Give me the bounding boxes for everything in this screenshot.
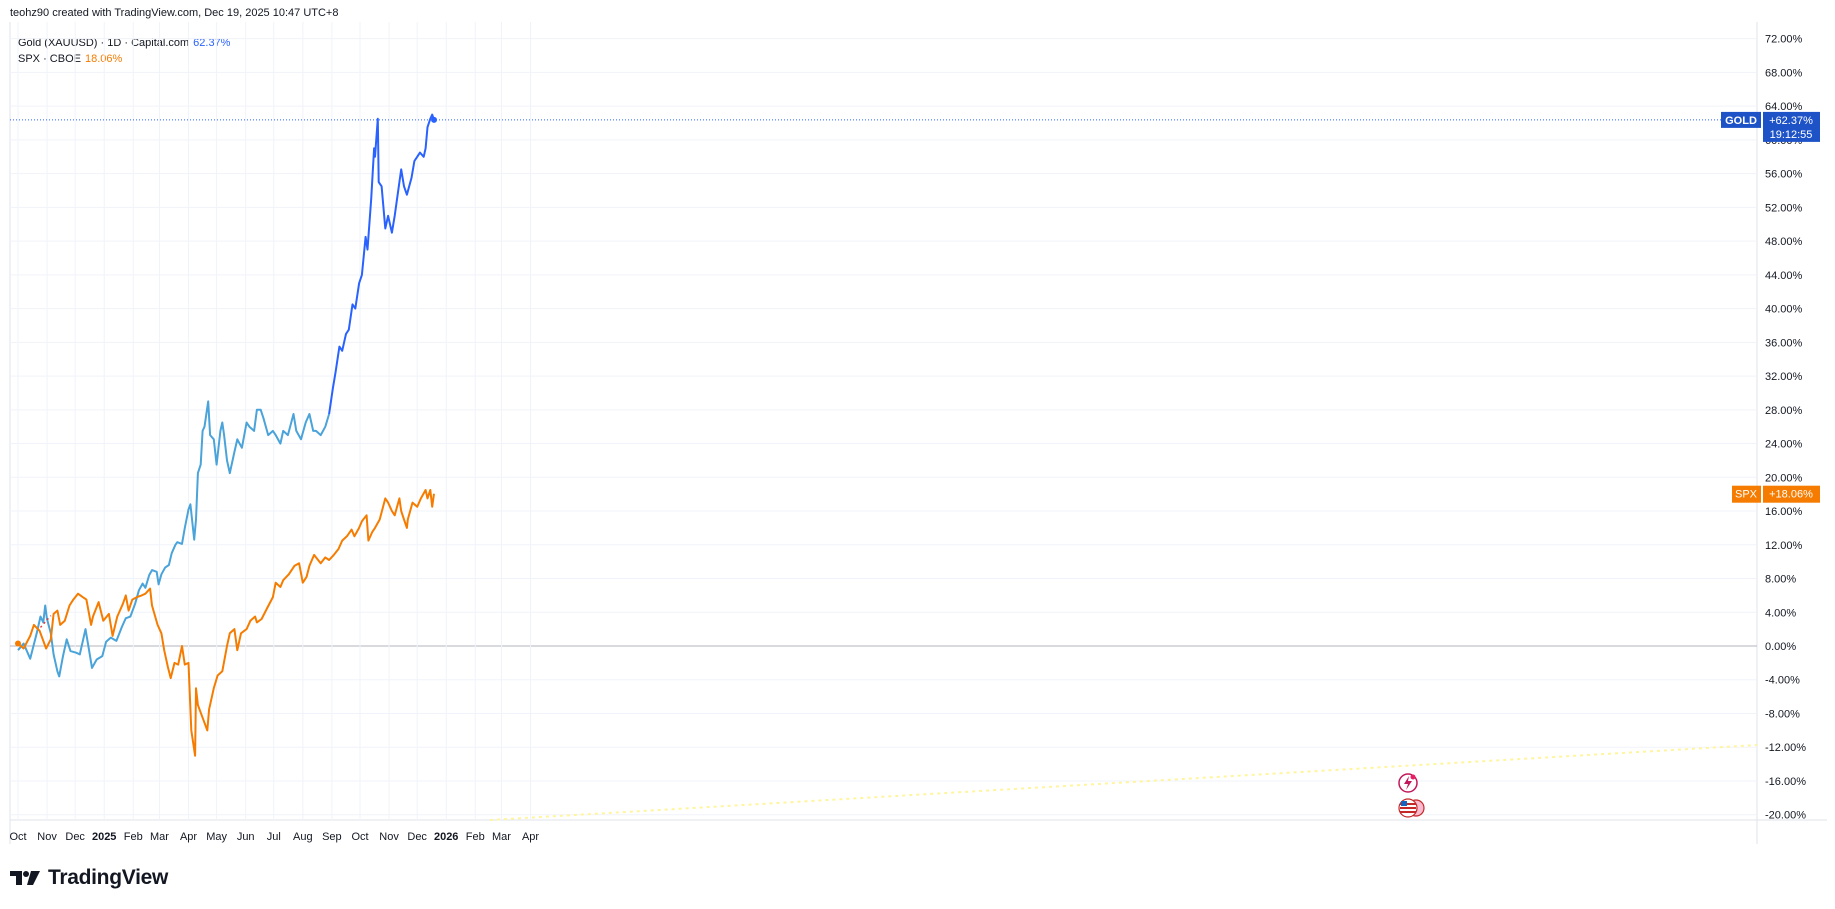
x-tick-label: 2025 <box>92 831 116 843</box>
x-tick-label: Feb <box>466 831 485 843</box>
gold-badge-countdown: 19:12:55 <box>1770 129 1813 141</box>
y-tick-label: 44.00% <box>1765 270 1803 282</box>
tradingview-logo[interactable]: TradingView <box>10 866 168 890</box>
y-tick-label: 52.00% <box>1765 202 1803 214</box>
x-axis[interactable]: Oct Nov Dec 2025 Feb Mar Apr May Jun Jul Aug Sep Oct… <box>9 831 539 843</box>
y-tick-label: 24.00% <box>1765 439 1803 451</box>
spx-badge-symbol: SPX <box>1735 489 1758 501</box>
x-tick-label: Sep <box>322 831 342 843</box>
x-tick-label: Apr <box>522 831 539 843</box>
legend-gold-name: Gold (XAUUSD) · 1D · Capital.com <box>18 37 190 49</box>
y-tick-label: -12.00% <box>1765 742 1806 754</box>
gold-badge-symbol: GOLD <box>1725 115 1757 127</box>
x-tick-label: Oct <box>351 831 368 843</box>
x-tick-label: Nov <box>37 831 57 843</box>
chart-caption: teohz90 created with TradingView.com, De… <box>10 7 339 19</box>
x-tick-label: Mar <box>492 831 511 843</box>
event-icons[interactable] <box>1398 773 1425 818</box>
spx-line <box>17 489 435 757</box>
x-tick-label: Mar <box>150 831 169 843</box>
x-tick-label: Aug <box>293 831 313 843</box>
spx-badge: SPX +18.06% <box>1732 485 1820 503</box>
y-tick-label: 4.00% <box>1765 607 1796 619</box>
y-tick-label: 72.00% <box>1765 34 1803 46</box>
trend-line <box>489 744 1758 821</box>
y-tick-label: 40.00% <box>1765 304 1803 316</box>
gold-last-point <box>431 116 438 123</box>
x-tick-label: Feb <box>124 831 143 843</box>
y-tick-label: -4.00% <box>1765 675 1800 687</box>
y-tick-label: 20.00% <box>1765 472 1803 484</box>
gold-badge-value-bg <box>1763 111 1820 142</box>
y-tick-label: -20.00% <box>1765 810 1806 822</box>
gold-series <box>10 113 1757 678</box>
gold-badge-symbol-bg <box>1721 111 1761 128</box>
y-tick-label: -16.00% <box>1765 776 1806 788</box>
y-tick-label: 68.00% <box>1765 67 1803 79</box>
legend: Gold (XAUUSD) · 1D · Capital.com 62.37% S… <box>18 35 230 67</box>
x-tick-label: Jul <box>267 831 281 843</box>
y-tick-label: -8.00% <box>1765 708 1800 720</box>
legend-gold-value: 62.37% <box>193 37 231 49</box>
gold-line-early <box>17 400 331 678</box>
tradingview-logo-text: TradingView <box>48 866 169 889</box>
spx-first-point <box>15 640 21 647</box>
spx-badge-value-bg <box>1763 485 1820 503</box>
gold-line <box>328 113 435 415</box>
y-axis[interactable]: 72.00%68.00%64.00%60.00%56.00%52.00%48.0… <box>1765 34 1806 822</box>
spx-series <box>15 489 435 757</box>
y-tick-label: 0.00% <box>1765 641 1796 653</box>
x-tick-label: Jun <box>237 831 255 843</box>
y-tick-label: 8.00% <box>1765 574 1796 586</box>
spx-badge-value: +18.06% <box>1769 489 1813 501</box>
x-tick-label: Dec <box>407 831 427 843</box>
x-tick-label: Oct <box>9 831 26 843</box>
legend-gold[interactable]: Gold (XAUUSD) · 1D · Capital.com 62.37% <box>18 35 230 51</box>
legend-spx[interactable]: SPX · CBOE 18.06% <box>18 51 230 67</box>
y-tick-label: 16.00% <box>1765 506 1803 518</box>
x-tick-label: Apr <box>180 831 197 843</box>
gold-badge: GOLD +62.37% 19:12:55 <box>1721 111 1820 142</box>
legend-spx-value: 18.06% <box>84 53 123 65</box>
x-tick-label: May <box>206 831 227 843</box>
grid <box>9 22 1827 844</box>
price-badges: GOLD +62.37% 19:12:55 SPX +18.06% <box>1721 111 1820 503</box>
lightning-event-icon[interactable] <box>1398 773 1418 793</box>
y-tick-label: 36.00% <box>1765 337 1803 349</box>
spx-badge-symbol-bg <box>1732 485 1761 503</box>
y-tick-label: 48.00% <box>1765 236 1803 248</box>
legend-spx-name: SPX · CBOE <box>18 53 81 65</box>
y-tick-label: 64.00% <box>1765 101 1803 113</box>
x-tick-label: 2026 <box>434 831 458 843</box>
tradingview-logo-icon <box>10 871 40 885</box>
us-flag-event-icon[interactable] <box>1398 798 1425 818</box>
y-tick-label: 32.00% <box>1765 371 1803 383</box>
y-tick-label: 28.00% <box>1765 405 1803 417</box>
gold-badge-value: +62.37% <box>1769 115 1813 127</box>
x-tick-label: Dec <box>65 831 85 843</box>
x-tick-label: Nov <box>379 831 399 843</box>
y-tick-label: 12.00% <box>1765 540 1803 552</box>
y-tick-label: 56.00% <box>1765 169 1803 181</box>
